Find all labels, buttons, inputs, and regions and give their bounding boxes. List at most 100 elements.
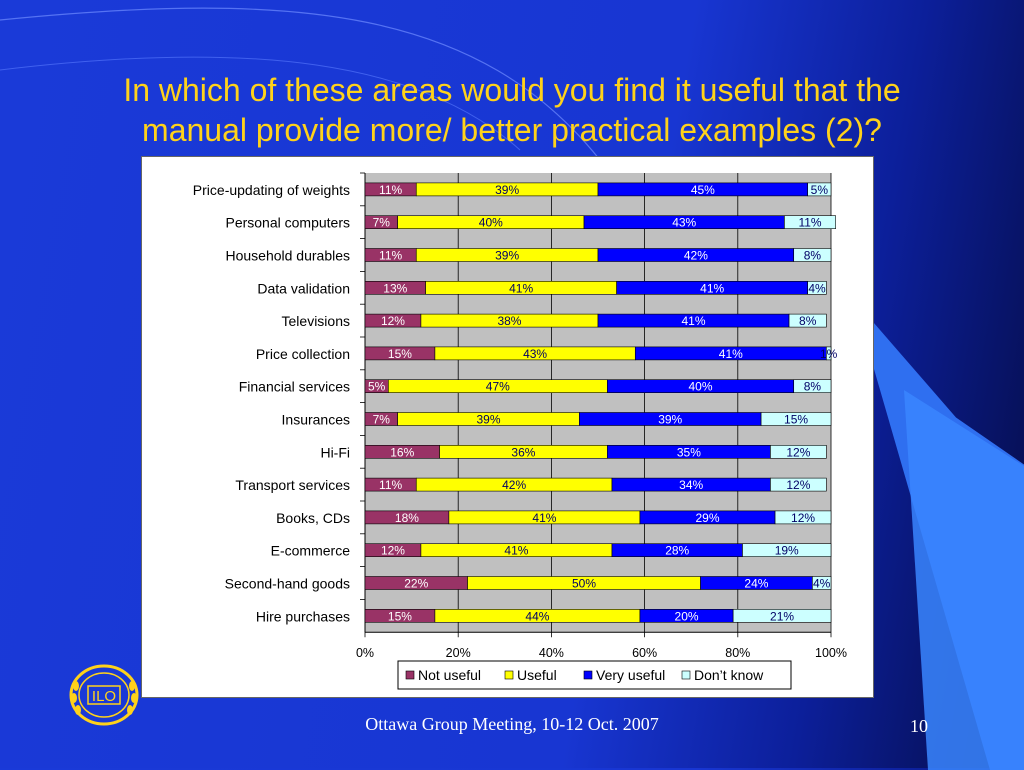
data-label: 35% [677, 445, 701, 459]
data-label: 43% [672, 216, 696, 230]
data-label: 12% [381, 544, 405, 558]
page-number: 10 [910, 716, 928, 736]
data-label: 42% [502, 478, 526, 492]
data-label: 42% [684, 249, 708, 263]
data-label: 15% [784, 413, 808, 427]
x-tick-label: 80% [725, 646, 750, 660]
category-label: Transport services [235, 477, 350, 493]
data-label: 44% [525, 609, 549, 623]
bar-segment [826, 346, 832, 361]
slide-title: In which of these areas would you find i… [40, 70, 984, 150]
category-label: Televisions [282, 313, 350, 329]
bar-segment [807, 182, 832, 197]
data-label: 4% [813, 577, 831, 591]
data-label: 1% [820, 347, 838, 361]
data-label: 40% [689, 380, 713, 394]
slide-title-line-1: In which of these areas would you find i… [123, 72, 901, 108]
data-label: 41% [532, 511, 556, 525]
legend [397, 660, 792, 690]
category-label: Household durables [225, 248, 350, 264]
bar-segment [770, 477, 827, 492]
data-label: 12% [786, 445, 810, 459]
category-label: Price collection [256, 346, 350, 362]
data-label: 41% [700, 281, 724, 295]
data-label: 5% [368, 380, 386, 394]
category-label: Hire purchases [256, 608, 350, 624]
stacked-bar-chart: 0% 20% 40% 60% 80% 100% Price-updating of weig… [193, 172, 847, 690]
x-tick-label: 0% [356, 646, 374, 660]
slide-footer: Ottawa Group Meeting, 10-12 Oct. 2007 [365, 714, 659, 734]
data-label: 38% [497, 314, 521, 328]
legend-label: Useful [517, 667, 557, 683]
data-label: 28% [665, 544, 689, 558]
bar-segment [807, 281, 827, 295]
data-label: 11% [379, 183, 402, 197]
data-label: 50% [572, 577, 596, 591]
data-label: 39% [495, 183, 519, 197]
category-label: Data validation [257, 280, 350, 296]
bar-segment [788, 313, 827, 328]
data-label: 36% [511, 445, 535, 459]
legend-swatch [583, 670, 593, 680]
data-label: 41% [682, 314, 706, 328]
data-label: 8% [804, 249, 822, 263]
bar-segment [812, 576, 832, 590]
data-label: 18% [395, 511, 419, 525]
category-label: Insurances [282, 412, 350, 428]
legend-label: Very useful [596, 667, 665, 683]
data-label: 12% [786, 478, 810, 492]
data-label: 39% [658, 413, 682, 427]
bar-segment [793, 248, 832, 262]
slide-title-line-2: manual provide more/ better practical ex… [142, 112, 882, 148]
data-label: 5% [811, 183, 829, 197]
data-label: 39% [495, 249, 519, 263]
svg-text:ILO: ILO [92, 688, 116, 705]
category-label: Price-updating of weights [193, 182, 350, 198]
data-label: 15% [388, 609, 412, 623]
data-label: 29% [695, 511, 719, 525]
legend-swatch [504, 670, 514, 680]
bar-segment [742, 543, 832, 558]
data-label: 21% [770, 609, 794, 623]
data-label: 8% [799, 314, 817, 328]
x-tick-label: 60% [632, 646, 657, 660]
data-label: 15% [388, 347, 412, 361]
category-label: Hi-Fi [320, 444, 350, 460]
x-tick-label: 40% [539, 646, 564, 660]
chart-container: 0% 20% 40% 60% 80% 100% Price-updating of weig… [141, 156, 874, 698]
data-label: 11% [379, 478, 402, 492]
data-label: 45% [691, 183, 715, 197]
data-label: 39% [476, 413, 500, 427]
legend-swatch [681, 670, 691, 680]
data-label: 20% [675, 609, 699, 623]
bar-segment [770, 444, 827, 459]
data-label: 7% [373, 413, 391, 427]
bar-segment [784, 215, 836, 230]
data-label: 43% [523, 347, 547, 361]
legend-label: Not useful [418, 667, 481, 683]
bar-segment [760, 412, 832, 426]
bar-segment [774, 510, 832, 525]
data-label: 47% [486, 380, 510, 394]
data-label: 12% [791, 511, 815, 525]
bar-segment [732, 608, 832, 623]
data-label: 7% [373, 216, 391, 230]
data-label: 11% [379, 249, 402, 263]
data-label: 41% [509, 281, 533, 295]
legend-swatch [405, 670, 415, 680]
ilo-logo: ILO [69, 664, 139, 726]
data-label: 41% [504, 544, 528, 558]
legend-label: Don’t know [694, 667, 764, 683]
plot-area [365, 173, 831, 633]
data-label: 8% [804, 380, 822, 394]
category-label: Personal computers [225, 215, 350, 231]
data-label: 24% [744, 577, 768, 591]
data-label: 22% [404, 577, 428, 591]
data-label: 12% [381, 314, 405, 328]
data-label: 40% [479, 216, 503, 230]
x-tick-label: 100% [815, 646, 847, 660]
data-label: 34% [679, 478, 703, 492]
data-label: 13% [383, 281, 407, 295]
data-label: 16% [390, 445, 414, 459]
category-label: Books, CDs [276, 510, 350, 526]
